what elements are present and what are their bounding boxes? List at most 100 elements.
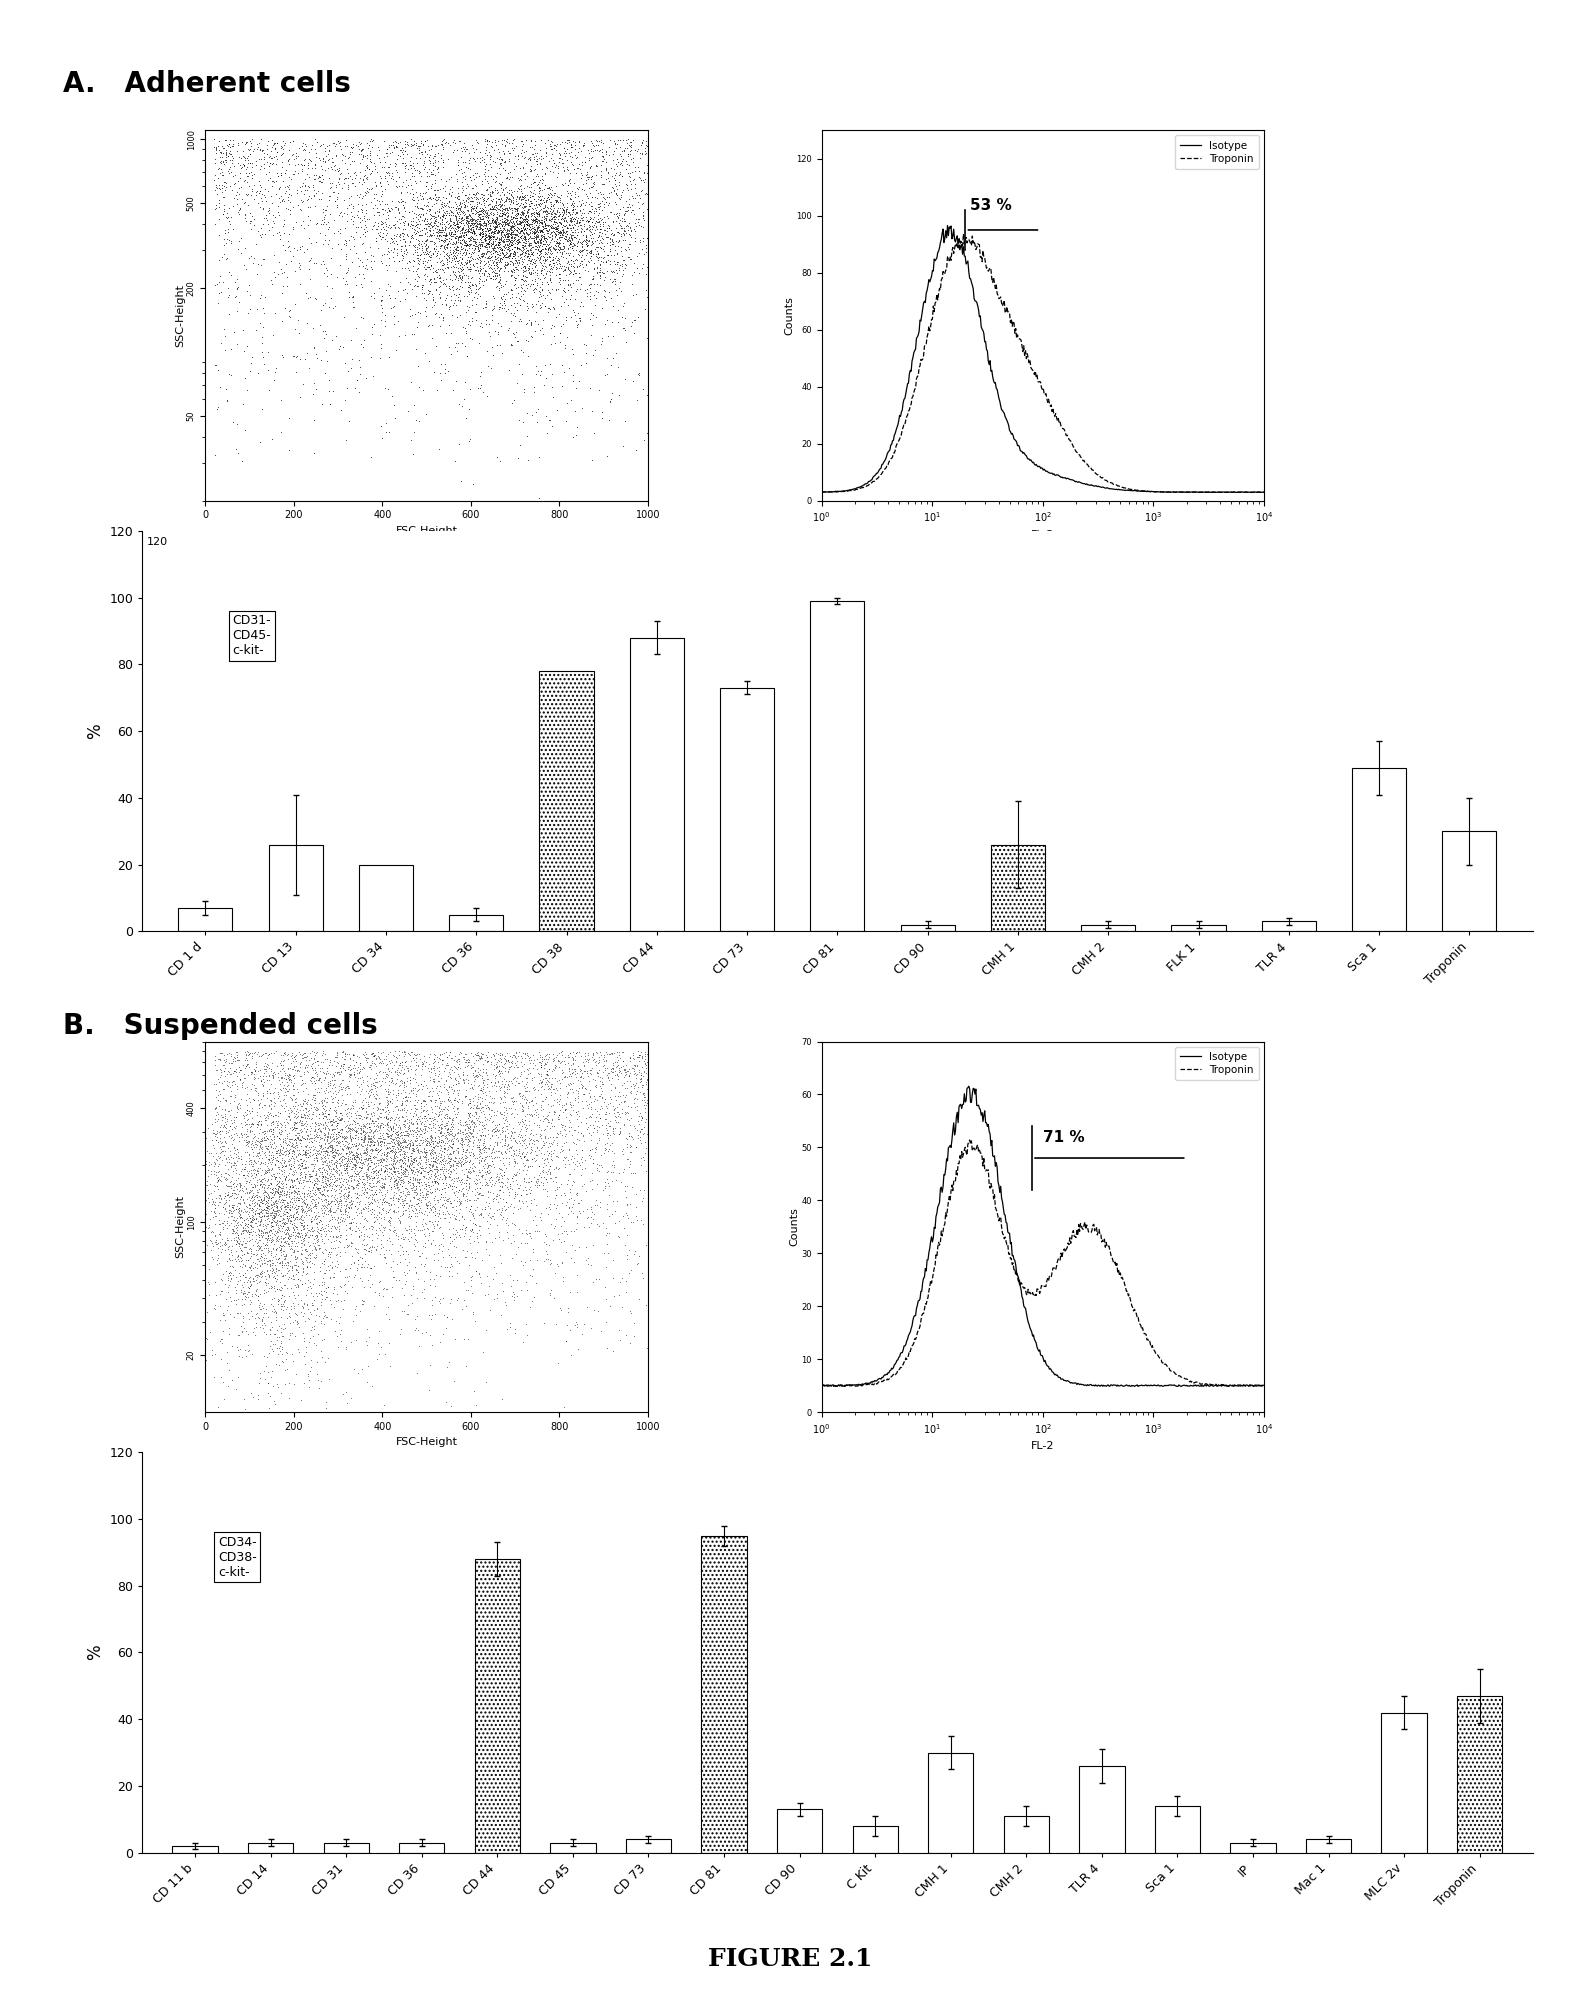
Point (232, 1100, 258, 1132)
Point (548, 1046, 574, 1078)
Point (360, 1188, 386, 1220)
Point (209, 1038, 234, 1070)
Point (373, 407, 398, 439)
Point (204, 1244, 229, 1276)
Point (210, 158, 235, 190)
Point (529, 214, 555, 246)
Point (224, 1174, 250, 1206)
Point (325, 1138, 351, 1170)
Point (626, 1042, 651, 1074)
Point (258, 1126, 283, 1158)
Point (618, 1092, 643, 1124)
Point (408, 1106, 433, 1138)
Point (318, 1044, 343, 1076)
Point (531, 1104, 556, 1136)
Point (455, 1162, 480, 1194)
Point (351, 1064, 376, 1096)
Point (256, 1102, 281, 1134)
Point (514, 236, 539, 268)
Point (442, 210, 468, 242)
Point (449, 1132, 474, 1164)
Point (466, 234, 491, 266)
Point (430, 1092, 455, 1124)
Point (555, 186, 580, 218)
Point (281, 1058, 307, 1090)
Point (270, 1206, 295, 1238)
Point (526, 1216, 551, 1248)
Point (457, 425, 482, 457)
Point (551, 204, 577, 236)
Point (446, 1108, 471, 1140)
Point (265, 172, 291, 204)
Point (221, 1056, 246, 1088)
Point (423, 216, 449, 248)
Point (624, 1094, 649, 1126)
Point (416, 134, 441, 166)
Point (384, 1142, 409, 1174)
Point (589, 178, 615, 210)
Point (466, 1126, 491, 1158)
Point (449, 1142, 474, 1174)
Point (392, 1260, 417, 1292)
Troponin (1078, 1214, 1097, 1238)
Point (581, 1112, 607, 1144)
Point (243, 1206, 269, 1238)
Point (373, 1196, 398, 1228)
Point (229, 1140, 254, 1172)
Point (321, 1124, 346, 1156)
Point (242, 1154, 267, 1186)
Point (578, 170, 604, 202)
Point (248, 1204, 273, 1236)
Point (490, 176, 515, 208)
Point (455, 182, 480, 214)
Point (213, 1046, 239, 1078)
Point (479, 216, 504, 248)
Point (311, 1198, 337, 1230)
Point (239, 1128, 264, 1160)
Point (567, 246, 592, 278)
Point (349, 1150, 374, 1182)
Point (325, 1070, 351, 1102)
Point (221, 1260, 246, 1292)
Point (526, 198, 551, 230)
Point (333, 1088, 359, 1120)
Point (594, 228, 619, 260)
Point (458, 1194, 483, 1226)
Point (485, 216, 510, 248)
Point (216, 1242, 242, 1274)
Point (281, 1052, 307, 1084)
Point (276, 300, 302, 332)
Point (512, 136, 537, 168)
Point (548, 290, 574, 322)
Point (435, 1352, 460, 1384)
Point (611, 198, 637, 230)
Point (239, 1038, 264, 1070)
Point (453, 1154, 479, 1186)
Point (461, 142, 487, 174)
Point (542, 248, 567, 280)
Point (370, 1066, 395, 1098)
Point (534, 222, 559, 254)
Point (281, 1060, 307, 1092)
Point (468, 206, 493, 238)
Point (512, 212, 537, 244)
Point (262, 1200, 288, 1232)
Point (270, 1204, 295, 1236)
Point (401, 204, 427, 236)
Point (310, 1102, 335, 1134)
Point (243, 1208, 269, 1240)
Point (327, 1182, 352, 1214)
Point (401, 244, 427, 276)
Point (487, 136, 512, 168)
Point (269, 1220, 294, 1252)
Point (493, 1130, 518, 1162)
Point (555, 168, 580, 200)
Point (392, 1242, 417, 1274)
Point (626, 1054, 651, 1086)
Point (422, 1204, 447, 1236)
Point (239, 1116, 264, 1148)
Point (566, 238, 591, 270)
Point (570, 234, 596, 266)
Point (551, 1180, 577, 1212)
Point (480, 224, 506, 256)
